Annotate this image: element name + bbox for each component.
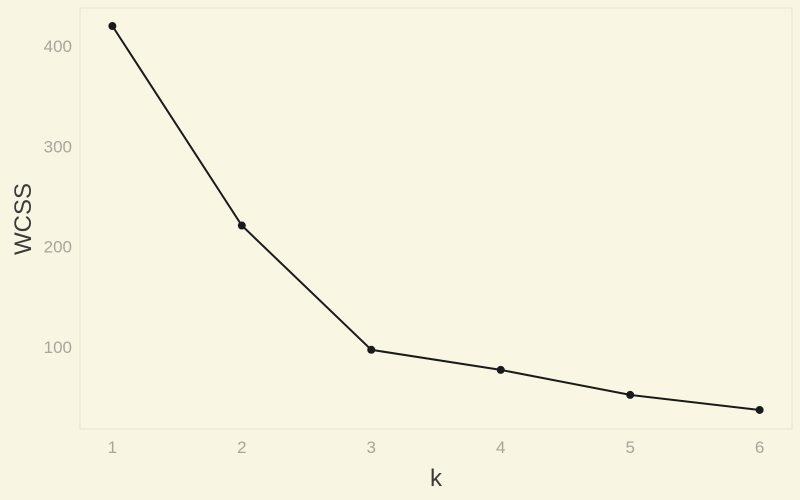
- x-axis-title: k: [430, 465, 443, 492]
- data-point: [755, 405, 764, 414]
- x-tick-label: 3: [367, 438, 376, 457]
- plot-area: [79, 7, 793, 430]
- x-tick-label: 2: [237, 438, 246, 457]
- series-line: [111, 25, 760, 411]
- data-point: [626, 390, 635, 399]
- y-axis-title: WCSS: [10, 183, 37, 255]
- y-axis-ticks: 100 200 300 400: [44, 37, 72, 357]
- x-tick-label: 4: [496, 438, 505, 457]
- data-point: [496, 365, 505, 374]
- y-tick-label: 200: [44, 238, 72, 257]
- x-tick-label: 1: [108, 438, 117, 457]
- x-axis-ticks: 1 2 3 4 5 6: [108, 438, 765, 457]
- y-tick-label: 400: [44, 37, 72, 56]
- x-tick-label: 5: [625, 438, 634, 457]
- data-point: [367, 345, 376, 354]
- data-point: [108, 22, 117, 31]
- y-tick-label: 100: [44, 338, 72, 357]
- x-tick-label: 6: [755, 438, 764, 457]
- y-tick-label: 300: [44, 137, 72, 156]
- data-points: [108, 22, 764, 414]
- data-point: [237, 221, 246, 230]
